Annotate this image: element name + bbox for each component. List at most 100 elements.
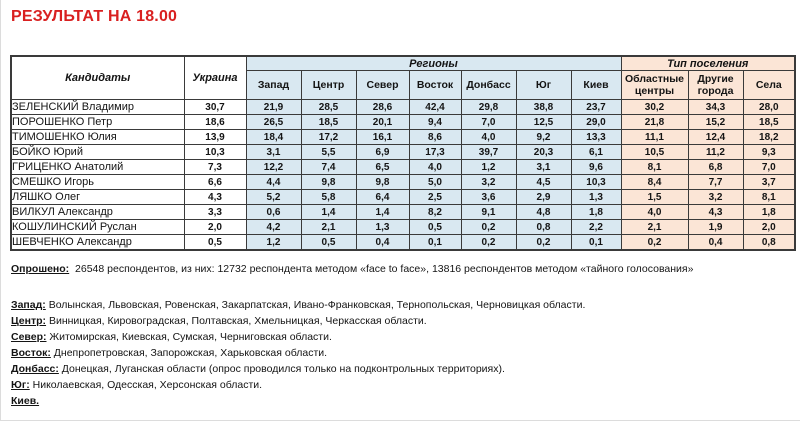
result-value: 0,5	[183, 234, 247, 251]
result-value: 7,3	[183, 159, 247, 175]
result-value: 0,6	[245, 204, 302, 220]
column-header-ukraine: Украина	[183, 55, 247, 100]
result-value: 0,8	[742, 234, 796, 251]
legend-label: Донбасс:	[11, 363, 59, 375]
legend-label: Юг:	[11, 379, 30, 391]
legend-text: Житомирская, Киевская, Сумская, Чернигов…	[49, 331, 332, 343]
candidate-name: ВИЛКУЛ Александр	[10, 204, 185, 220]
result-value: 3,6	[460, 189, 517, 205]
result-value: 7,0	[742, 159, 796, 175]
table-row: ЗЕЛЕНСКИЙ Владимир 30,7 21,9 28,5 28,6 42,4 29…	[10, 99, 796, 115]
result-value: 4,0	[408, 159, 462, 175]
table-row: ТИМОШЕНКО Юлия 13,9 18,4 17,2 16,1 8,6 4,0 9,2 1…	[10, 129, 796, 145]
legend-label: Восток:	[11, 347, 51, 359]
table-row: БОЙКО Юрий 10,3 3,1 5,5 6,9 17,3 39,7 20,3 6,1 10…	[10, 144, 796, 160]
result-value: 4,0	[460, 129, 517, 145]
result-value: 4,0	[620, 204, 689, 220]
group-header-regions: Регионы	[245, 55, 622, 71]
result-value: 23,7	[570, 99, 622, 115]
result-value: 8,1	[742, 189, 796, 205]
result-value: 2,9	[515, 189, 572, 205]
result-value: 10,5	[620, 144, 689, 160]
result-value: 2,1	[620, 219, 689, 235]
surveyed-note: Опрошено: 26548 респондентов, из них: 12…	[11, 263, 800, 275]
result-value: 8,1	[620, 159, 689, 175]
legend-text: Винницкая, Кировоградская, Полтавская, Х…	[48, 315, 427, 327]
legend-text: Днепропетровская, Запорожская, Харьковск…	[53, 347, 328, 359]
result-value: 1,8	[570, 204, 622, 220]
result-value: 1,8	[742, 204, 796, 220]
result-value: 8,4	[620, 174, 689, 190]
result-value: 3,3	[183, 204, 247, 220]
result-value: 0,1	[408, 234, 462, 251]
result-value: 20,1	[355, 114, 410, 130]
result-value: 38,8	[515, 99, 572, 115]
legend-line: Донбасс: Донецкая, Луганская области (оп…	[11, 361, 800, 377]
result-value: 2,0	[183, 219, 247, 235]
result-value: 1,9	[687, 219, 744, 235]
column-header-candidates: Кандидаты	[10, 55, 185, 100]
result-value: 8,2	[408, 204, 462, 220]
legend-text: Волынская, Львовская, Ровенская, Закарпа…	[48, 299, 586, 311]
result-value: 17,2	[300, 129, 357, 145]
result-value: 29,8	[460, 99, 517, 115]
legend-line: Центр: Винницкая, Кировоградская, Полтав…	[11, 313, 800, 329]
column-header-region: Восток	[408, 70, 462, 100]
result-value: 5,2	[245, 189, 302, 205]
result-value: 4,8	[515, 204, 572, 220]
result-value: 6,4	[355, 189, 410, 205]
table-row: КОШУЛИНСКИЙ Руслан 2,0 4,2 2,1 1,3 0,5 0,2 0,8 2…	[10, 219, 796, 235]
column-header-settlement: Села	[742, 70, 796, 100]
result-value: 16,1	[355, 129, 410, 145]
result-value: 0,2	[460, 234, 517, 251]
column-header-region: Киев	[570, 70, 622, 100]
legend-label: Север:	[11, 331, 47, 343]
result-value: 9,8	[300, 174, 357, 190]
result-value: 12,5	[515, 114, 572, 130]
result-value: 2,2	[570, 219, 622, 235]
result-value: 1,4	[355, 204, 410, 220]
result-value: 7,4	[300, 159, 357, 175]
result-value: 18,4	[245, 129, 302, 145]
result-value: 9,4	[408, 114, 462, 130]
result-value: 4,2	[245, 219, 302, 235]
column-header-region: Центр	[300, 70, 357, 100]
result-value: 13,3	[570, 129, 622, 145]
result-value: 3,7	[742, 174, 796, 190]
result-value: 4,3	[687, 204, 744, 220]
results-table-body: ЗЕЛЕНСКИЙ Владимир 30,7 21,9 28,5 28,6 42,4 29…	[10, 99, 796, 251]
result-value: 0,8	[515, 219, 572, 235]
column-header-settlement: Другие города	[687, 70, 744, 100]
result-value: 0,2	[515, 234, 572, 251]
result-value: 5,8	[300, 189, 357, 205]
legend-line: Киев.	[11, 393, 800, 409]
result-value: 34,3	[687, 99, 744, 115]
result-value: 21,8	[620, 114, 689, 130]
group-header-row: Кандидаты Украина Регионы Тип поселения	[10, 55, 796, 100]
regions-legend: Запад: Волынская, Львовская, Ровенская, …	[11, 297, 800, 409]
result-value: 12,4	[687, 129, 744, 145]
result-value: 28,6	[355, 99, 410, 115]
result-value: 0,2	[460, 219, 517, 235]
column-header-settlement: Областные центры	[620, 70, 689, 100]
column-header-row: Запад Центр Север Восток Донбасс Юг Киев Област…	[11, 70, 796, 100]
result-value: 29,0	[570, 114, 622, 130]
result-value: 0,4	[687, 234, 744, 251]
result-value: 10,3	[570, 174, 622, 190]
result-value: 0,4	[355, 234, 410, 251]
result-value: 30,7	[183, 99, 247, 115]
result-value: 0,5	[300, 234, 357, 251]
result-value: 0,2	[620, 234, 689, 251]
result-value: 1,2	[245, 234, 302, 251]
result-value: 1,4	[300, 204, 357, 220]
result-value: 18,6	[183, 114, 247, 130]
candidate-name: КОШУЛИНСКИЙ Руслан	[10, 219, 185, 235]
result-value: 11,2	[687, 144, 744, 160]
result-value: 13,9	[183, 129, 247, 145]
result-value: 5,0	[408, 174, 462, 190]
candidate-name: СМЕШКО Игорь	[10, 174, 185, 190]
legend-line: Запад: Волынская, Львовская, Ровенская, …	[11, 297, 800, 313]
result-value: 10,3	[183, 144, 247, 160]
legend-text: Донецкая, Луганская области (опрос прово…	[61, 363, 505, 375]
result-value: 1,3	[570, 189, 622, 205]
